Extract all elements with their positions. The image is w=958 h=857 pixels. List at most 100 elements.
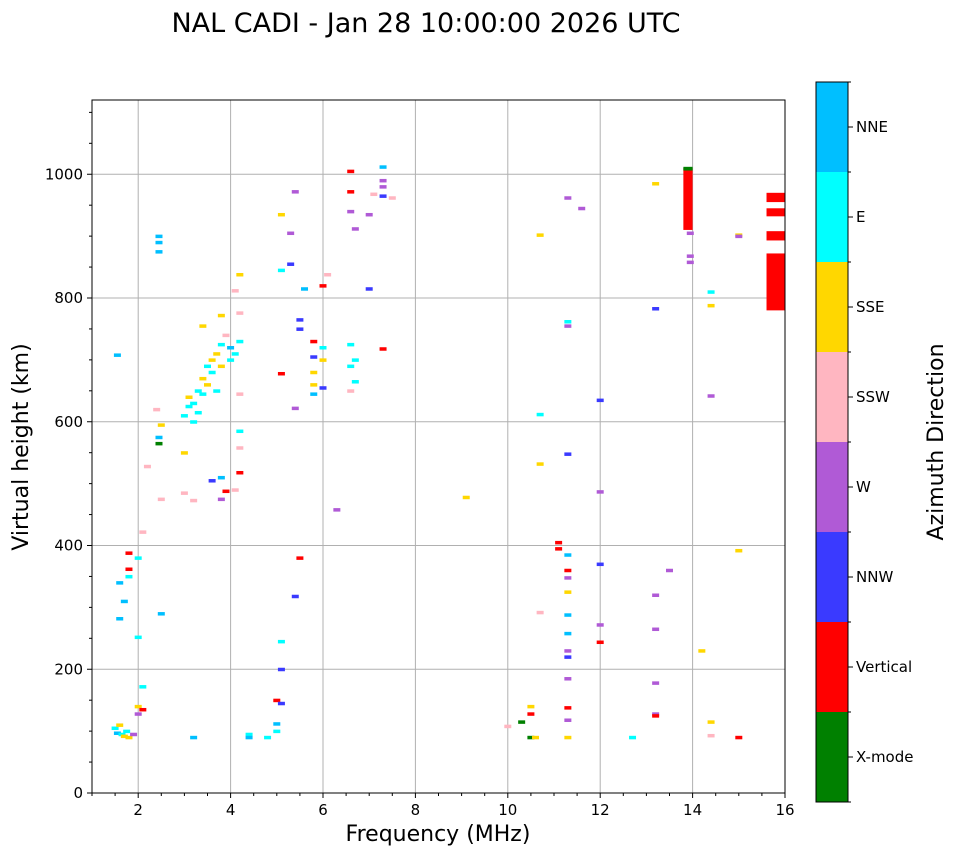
echo-point bbox=[324, 272, 332, 277]
echo-point bbox=[194, 410, 202, 415]
echo-point bbox=[217, 475, 225, 480]
colorbar-label-nnw: NNW bbox=[856, 568, 893, 586]
echo-point bbox=[208, 370, 216, 375]
colorbar-label-sse: SSE bbox=[856, 298, 885, 316]
colorbar-segment bbox=[816, 172, 848, 262]
echo-point bbox=[134, 704, 142, 709]
echo-point bbox=[578, 206, 586, 211]
echo-point bbox=[217, 313, 225, 318]
echo-point bbox=[347, 169, 355, 174]
echo-point bbox=[347, 389, 355, 393]
echo-point bbox=[287, 231, 295, 236]
echo-point bbox=[277, 639, 285, 644]
echo-point bbox=[155, 250, 163, 254]
echo-point bbox=[236, 446, 244, 450]
y-tick-label: 200 bbox=[54, 660, 83, 678]
echo-point bbox=[564, 576, 572, 580]
y-tick-label: 1000 bbox=[45, 165, 83, 183]
echo-block bbox=[766, 208, 785, 217]
echo-point bbox=[707, 303, 715, 308]
echo-point bbox=[139, 685, 147, 689]
echo-point bbox=[351, 227, 359, 231]
echo-point bbox=[532, 735, 540, 740]
x-tick-label: 6 bbox=[318, 801, 328, 819]
x-tick-label: 16 bbox=[775, 801, 794, 819]
echo-point bbox=[707, 394, 715, 398]
echo-point bbox=[190, 735, 198, 740]
echo-point bbox=[652, 681, 660, 685]
echo-point bbox=[319, 346, 327, 350]
echo-point bbox=[213, 389, 221, 393]
echo-point bbox=[125, 567, 133, 572]
echo-point bbox=[291, 406, 299, 411]
echo-point bbox=[273, 722, 281, 726]
echo-point bbox=[143, 464, 151, 469]
echo-point bbox=[208, 479, 216, 483]
echo-point bbox=[111, 726, 119, 731]
echo-point bbox=[652, 307, 660, 311]
echo-point bbox=[217, 342, 225, 347]
echo-point bbox=[652, 182, 660, 186]
echo-point bbox=[686, 260, 694, 265]
echo-point bbox=[204, 383, 211, 387]
echo-point bbox=[564, 196, 572, 200]
echo-point bbox=[217, 364, 225, 369]
echo-point bbox=[296, 556, 304, 560]
echo-point bbox=[291, 594, 299, 599]
echo-point bbox=[277, 667, 285, 672]
echo-point bbox=[157, 423, 165, 427]
echo-point bbox=[564, 553, 572, 557]
echo-point bbox=[190, 420, 198, 424]
echo-point bbox=[236, 470, 244, 475]
echo-point bbox=[153, 407, 161, 412]
echo-point bbox=[217, 497, 225, 502]
echo-point bbox=[180, 414, 188, 418]
echo-point bbox=[629, 735, 637, 740]
echo-point bbox=[707, 720, 715, 724]
echo-point bbox=[199, 324, 207, 328]
echo-point bbox=[236, 429, 244, 434]
colorbar-segment bbox=[816, 532, 848, 622]
echo-point bbox=[310, 383, 318, 387]
echo-point bbox=[698, 649, 706, 653]
echo-block bbox=[766, 231, 785, 241]
echo-point bbox=[157, 612, 165, 616]
echo-point bbox=[596, 623, 604, 627]
echo-block bbox=[766, 253, 785, 311]
echo-point bbox=[139, 707, 147, 712]
echo-point bbox=[564, 655, 572, 659]
echo-point bbox=[319, 386, 327, 390]
echo-point bbox=[379, 185, 387, 189]
echo-point bbox=[118, 732, 126, 737]
echo-point bbox=[518, 720, 526, 724]
colorbar-label-w: W bbox=[856, 478, 871, 496]
echo-point bbox=[277, 268, 285, 273]
echo-point bbox=[735, 234, 743, 239]
echo-point bbox=[113, 353, 121, 357]
echo-point bbox=[116, 617, 124, 621]
plot-border bbox=[91, 99, 786, 794]
echo-point bbox=[180, 451, 188, 455]
y-tick-label: 400 bbox=[54, 537, 83, 555]
echo-point bbox=[155, 435, 163, 440]
plot-area: 2 4 6 8 10 12 14 16 0 200 400 600 800 1000 bbox=[45, 99, 795, 819]
x-tick-label: 2 bbox=[133, 801, 143, 819]
axis-ticks: 2 4 6 8 10 12 14 16 0 200 400 600 800 1000 bbox=[45, 111, 795, 819]
echo-point bbox=[351, 358, 359, 362]
grid-lines bbox=[92, 100, 785, 793]
echo-point bbox=[370, 192, 378, 197]
echo-point bbox=[564, 706, 572, 710]
echo-point bbox=[231, 289, 239, 293]
echo-point bbox=[319, 284, 327, 288]
echo-point bbox=[666, 568, 673, 573]
echo-point bbox=[310, 339, 318, 344]
echo-point bbox=[379, 194, 387, 198]
echo-point bbox=[236, 311, 244, 315]
echo-point bbox=[134, 712, 142, 716]
echo-point bbox=[564, 590, 572, 594]
echo-point bbox=[555, 547, 563, 551]
echo-point bbox=[347, 342, 355, 347]
echo-point bbox=[194, 389, 202, 393]
echo-point bbox=[564, 613, 572, 617]
echo-point bbox=[536, 610, 544, 615]
